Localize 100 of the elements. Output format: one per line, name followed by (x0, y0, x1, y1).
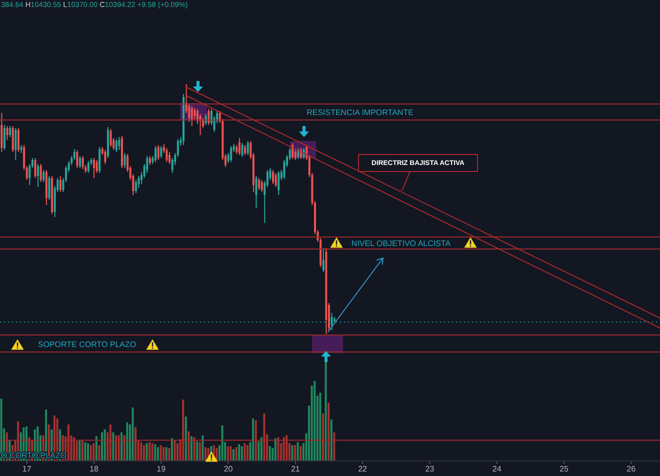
candlestick (42, 170, 45, 182)
bar (324, 362, 327, 461)
bar (319, 392, 322, 461)
bar (235, 447, 238, 461)
bar (246, 445, 248, 461)
candlestick (0, 112, 3, 152)
bar (156, 447, 159, 461)
candlestick (272, 170, 274, 184)
annotation: NIVEL OBJETIVO ALCISTA (351, 238, 452, 248)
x-tick-label: 17 (22, 464, 32, 474)
x-tick-label: 18 (90, 464, 99, 474)
bar (300, 446, 302, 461)
candlestick (322, 248, 324, 272)
candlestick (118, 136, 120, 150)
bar (120, 432, 123, 461)
bar (160, 445, 162, 461)
candlestick (48, 176, 50, 200)
x-tick-label: 24 (492, 464, 502, 474)
bar (196, 441, 198, 461)
candlestick (82, 156, 84, 170)
bar (87, 443, 90, 461)
bar (226, 446, 229, 461)
candlestick (104, 150, 106, 164)
bar (132, 408, 134, 461)
bar (104, 429, 106, 461)
bar (330, 419, 332, 461)
bar (294, 445, 296, 461)
x-tick-label: 19 (156, 464, 166, 474)
candlestick (258, 178, 260, 190)
candlestick (154, 146, 157, 162)
candlestick (79, 156, 81, 168)
candlestick (168, 152, 171, 164)
candlestick (260, 180, 263, 192)
bar (151, 443, 154, 461)
bar (90, 445, 92, 461)
bar (184, 416, 187, 461)
annotation: RESISTENCIA IMPORTANTE (306, 108, 414, 116)
bar (291, 445, 294, 461)
candlestick (37, 164, 40, 188)
bar (168, 448, 170, 461)
candlestick (190, 106, 193, 126)
bar (165, 447, 168, 461)
candlestick (166, 148, 168, 162)
candlestick (244, 144, 246, 156)
candlestick (134, 180, 137, 194)
bar (84, 442, 86, 461)
x-tick-label: 23 (425, 464, 435, 474)
bar (92, 443, 95, 461)
candlestick (110, 128, 112, 148)
bar (296, 442, 299, 461)
candlestick (115, 138, 118, 152)
bar (78, 440, 81, 461)
candlestick (76, 150, 78, 168)
bar (95, 436, 98, 461)
candlestick (9, 126, 12, 138)
candlestick (6, 126, 8, 140)
bar (162, 447, 165, 461)
bar (252, 418, 254, 461)
candlestick (92, 158, 95, 178)
bar (244, 443, 246, 461)
bar (190, 436, 193, 461)
x-tick-label: 20 (224, 464, 234, 474)
bar (98, 445, 100, 461)
candlestick (157, 144, 160, 160)
bar (142, 445, 145, 461)
bar (274, 438, 276, 461)
candlestick (40, 164, 42, 182)
x-tick-label: 26 (626, 464, 636, 474)
bar (202, 435, 204, 461)
bar (258, 441, 260, 461)
candlestick (17, 128, 20, 152)
candlestick (208, 108, 210, 126)
candlestick (238, 138, 240, 156)
candlestick (246, 140, 249, 156)
bar (170, 438, 173, 461)
candlestick (98, 146, 101, 174)
bar (221, 425, 224, 461)
bar (238, 444, 240, 461)
candlestick (59, 176, 62, 192)
x-tick-label: 21 (290, 464, 300, 474)
bar (314, 380, 316, 461)
text: SOPORTE CORTO PLAZO (38, 340, 136, 348)
candlestick (274, 172, 277, 188)
candlestick (241, 142, 244, 158)
candlestick (160, 146, 162, 158)
candlestick (87, 160, 90, 174)
candlestick (124, 152, 126, 168)
x-tick-label: 25 (560, 464, 569, 474)
candlestick (278, 170, 280, 196)
bar (260, 437, 262, 461)
bar (146, 443, 148, 461)
bar (112, 432, 114, 461)
bar (232, 449, 234, 461)
candlestick (292, 142, 294, 160)
candlestick (3, 124, 6, 150)
candlestick (230, 146, 232, 162)
candlestick (255, 176, 258, 208)
bar (154, 444, 156, 461)
x-tick-label: 22 (358, 464, 368, 474)
bar (100, 432, 103, 461)
